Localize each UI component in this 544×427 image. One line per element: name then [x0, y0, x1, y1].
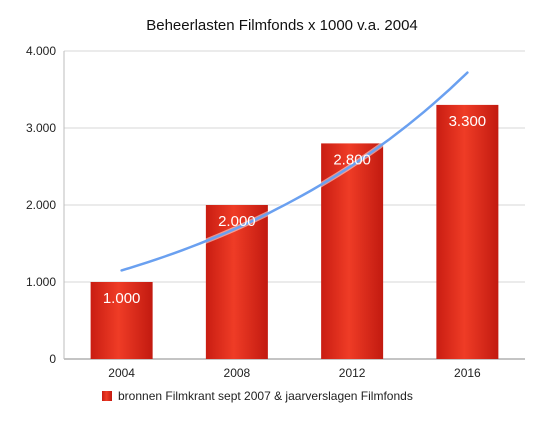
legend-label: bronnen Filmkrant sept 2007 & jaarversla… — [118, 389, 413, 403]
data-label: 1.000 — [103, 290, 141, 307]
chart-title: Beheerlasten Filmfonds x 1000 v.a. 2004 — [146, 17, 418, 34]
y-tick-label: 4.000 — [26, 44, 56, 58]
bars — [90, 104, 499, 360]
legend: bronnen Filmkrant sept 2007 & jaarversla… — [102, 389, 413, 403]
x-tick-label: 2016 — [454, 366, 481, 380]
trendline-halo — [119, 70, 470, 273]
trendline — [120, 71, 469, 272]
y-tick-label: 3.000 — [26, 121, 56, 135]
bar — [90, 282, 153, 359]
x-tick-label: 2008 — [224, 366, 251, 380]
y-tick-label: 1.000 — [26, 275, 56, 289]
data-label: 2.800 — [333, 151, 371, 168]
data-labels: 1.000 2.000 2.800 3.300 — [103, 113, 486, 307]
x-axis: 2004 2008 2012 2016 — [108, 366, 481, 380]
bar — [436, 104, 499, 360]
y-tick-label: 0 — [49, 352, 56, 366]
x-tick-label: 2004 — [108, 366, 135, 380]
legend-swatch — [102, 391, 112, 401]
bar — [321, 143, 384, 359]
y-tick-label: 2.000 — [26, 198, 56, 212]
trendline-group — [119, 70, 470, 273]
y-axis: 0 1.000 2.000 3.000 4.000 — [26, 44, 65, 366]
data-label: 3.300 — [449, 113, 487, 130]
data-label: 2.000 — [218, 213, 256, 230]
x-tick-label: 2012 — [339, 366, 366, 380]
